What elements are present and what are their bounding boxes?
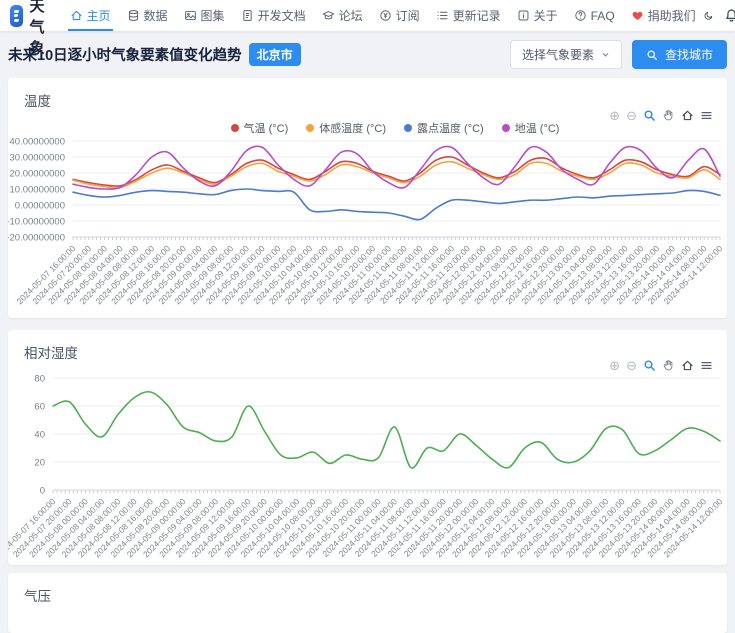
svg-text:30.00000000: 30.00000000 — [10, 153, 65, 164]
pan-icon[interactable] — [662, 109, 675, 122]
nav-item-donate[interactable]: 捐助我们 — [631, 0, 696, 31]
notifications-button[interactable] — [724, 8, 735, 23]
nav-item-label: 数据 — [143, 9, 168, 23]
city-badge: 北京市 — [248, 43, 301, 66]
menu-icon[interactable] — [700, 109, 713, 122]
home-icon — [71, 10, 82, 21]
nav-menu: 主页 数据 图集 开发文档 论坛 订阅 更新记录 关于 — [67, 0, 696, 31]
temperature-card-title: 温度 — [24, 94, 51, 109]
temperature-chart-toolbar: ⊕ ⊖ — [609, 109, 713, 122]
legend-dot — [230, 124, 239, 132]
restore-home-icon[interactable] — [681, 359, 694, 372]
brand-name: 海天气象 — [29, 0, 45, 57]
nav-item-label: 关于 — [533, 9, 558, 23]
find-city-button[interactable]: 查找城市 — [631, 40, 727, 69]
temperature-card: 温度 ⊕ ⊖ 气温 (°C) 体感温度 (°C) 露点温度 (°C) 地温 (°C) … — [8, 78, 727, 318]
nav-item-label: 主页 — [86, 9, 111, 23]
gallery-icon — [184, 10, 196, 21]
svg-text:0.00000000: 0.00000000 — [15, 201, 65, 212]
temperature-chart-canvas[interactable]: -20.00000000 -10.00000000 0.00000000 10.000… — [8, 133, 727, 316]
legend-item[interactable]: 露点温度 (°C) — [404, 120, 484, 136]
temp-legend: 气温 (°C) 体感温度 (°C) 露点温度 (°C) 地温 (°C) — [73, 120, 717, 136]
nav-item-subscribe[interactable]: 订阅 — [379, 0, 420, 31]
changelog-icon — [437, 11, 448, 20]
dark-mode-moon-icon[interactable] — [704, 8, 713, 23]
humidity-chart-toolbar: ⊕ ⊖ — [609, 359, 713, 372]
nav-item-label: 开发文档 — [257, 9, 306, 23]
nav-item-data[interactable]: 数据 — [127, 0, 168, 31]
legend-item[interactable]: 气温 (°C) — [230, 120, 289, 136]
legend-label: 地温 (°C) — [514, 123, 560, 135]
nav-item-changelog[interactable]: 更新记录 — [436, 0, 501, 31]
legend-dot — [501, 124, 510, 132]
faq-icon — [574, 10, 586, 21]
pressure-card: 气压 — [8, 573, 727, 633]
navbar-right: 匿名用户 登录/注册 — [704, 0, 735, 38]
zoom-out-icon[interactable]: ⊖ — [626, 108, 637, 123]
svg-text:80: 80 — [34, 374, 45, 385]
find-city-label: 查找城市 — [664, 48, 713, 62]
pan-icon[interactable] — [662, 359, 675, 372]
legend-label: 露点温度 (°C) — [417, 123, 484, 135]
legend-item[interactable]: 地温 (°C) — [501, 120, 560, 136]
nav-item-faq[interactable]: FAQ — [574, 0, 615, 31]
document-icon — [242, 10, 252, 21]
svg-text:-10.00000000: -10.00000000 — [8, 217, 65, 228]
nav-item-gallery[interactable]: 图集 — [184, 0, 225, 31]
database-icon — [128, 10, 138, 21]
forum-icon — [322, 11, 334, 20]
nav-item-label: FAQ — [590, 8, 615, 23]
about-icon — [518, 10, 529, 21]
subscribe-icon — [379, 10, 391, 21]
svg-text:-20.00000000: -20.00000000 — [8, 233, 65, 244]
nav-item-home[interactable]: 主页 — [67, 0, 113, 31]
chevron-down-icon — [602, 52, 609, 57]
page-title: 未来10日逐小时气象要素值变化趋势 — [8, 48, 242, 64]
legend-item[interactable]: 体感温度 (°C) — [306, 120, 386, 136]
zoom-in-icon[interactable]: ⊕ — [609, 358, 621, 373]
nav-item-label: 图集 — [200, 9, 225, 23]
nav-item-label: 更新记录 — [452, 9, 501, 23]
menu-icon[interactable] — [700, 359, 713, 372]
brand[interactable]: 海天气象 — [10, 0, 54, 58]
humidity-card-title: 相对湿度 — [24, 346, 78, 361]
svg-text:20: 20 — [34, 458, 45, 469]
heart-icon — [632, 11, 643, 20]
box-zoom-icon[interactable] — [643, 359, 656, 372]
nav-item-label: 论坛 — [338, 9, 363, 23]
humidity-card: 相对湿度 ⊕ ⊖ 0 20 40 60 80 2024-05-07 16:00:00 202… — [8, 330, 727, 565]
svg-text:40.00000000: 40.00000000 — [10, 137, 65, 148]
nav-item-forum[interactable]: 论坛 — [322, 0, 363, 31]
top-navbar: 海天气象 主页 数据 图集 开发文档 论坛 订阅 更新记录 — [0, 0, 735, 57]
search-icon — [647, 50, 657, 60]
brand-logo-icon — [10, 4, 24, 27]
page-header: 未来10日逐小时气象要素值变化趋势 北京市 选择气象要素 查找城市 — [0, 31, 735, 78]
zoom-in-icon[interactable]: ⊕ — [609, 108, 621, 123]
box-zoom-icon[interactable] — [643, 109, 656, 122]
svg-text:10.00000000: 10.00000000 — [10, 185, 65, 196]
legend-dot — [306, 124, 315, 132]
bell-icon — [726, 9, 735, 22]
svg-text:0: 0 — [40, 486, 45, 497]
svg-text:60: 60 — [34, 402, 45, 413]
nav-item-docs[interactable]: 开发文档 — [241, 0, 306, 31]
element-select-label: 选择气象要素 — [521, 48, 594, 62]
svg-text:20.00000000: 20.00000000 — [10, 169, 65, 180]
nav-item-label: 订阅 — [395, 9, 420, 23]
pressure-card-title: 气压 — [24, 589, 51, 604]
zoom-out-icon[interactable]: ⊖ — [626, 358, 637, 373]
element-select-dropdown[interactable]: 选择气象要素 — [509, 40, 622, 69]
restore-home-icon[interactable] — [681, 109, 694, 122]
svg-text:40: 40 — [34, 430, 45, 441]
legend-label: 体感温度 (°C) — [319, 123, 386, 135]
legend-dot — [404, 124, 412, 132]
nav-item-label: 捐助我们 — [647, 9, 696, 23]
nav-item-about[interactable]: 关于 — [517, 0, 558, 31]
legend-label: 气温 (°C) — [243, 123, 289, 135]
